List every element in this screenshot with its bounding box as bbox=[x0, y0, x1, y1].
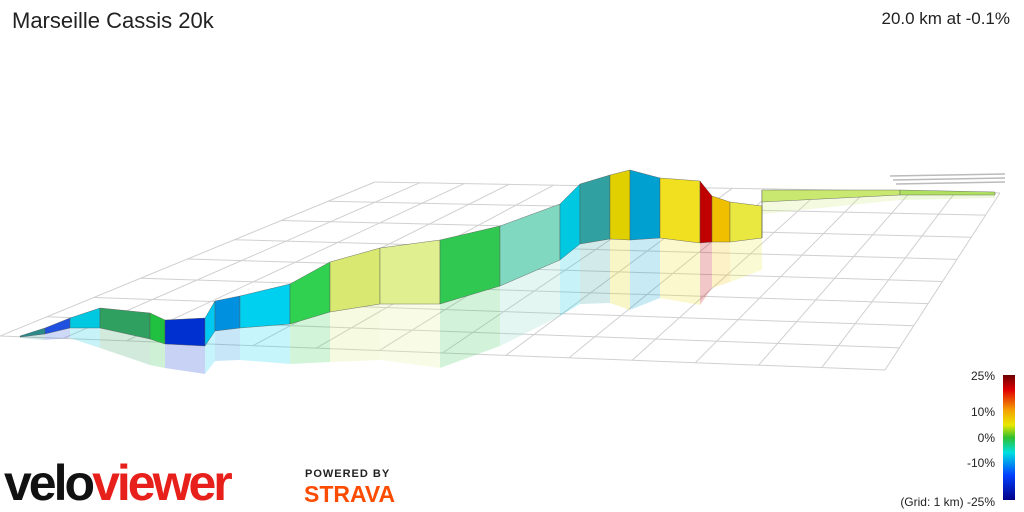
ribbon-reflection bbox=[70, 328, 100, 348]
ribbon-segment bbox=[711, 195, 731, 243]
ribbon-reflection bbox=[712, 242, 730, 288]
ribbon-reflection bbox=[290, 312, 330, 364]
logo-viewer: viewer bbox=[92, 455, 232, 511]
ribbon-reflection bbox=[240, 324, 290, 364]
ribbon-reflection bbox=[900, 195, 995, 200]
ribbon-segment bbox=[239, 283, 291, 329]
ribbon-reflection bbox=[630, 238, 660, 310]
ribbon-reflection bbox=[440, 286, 500, 368]
grid-line bbox=[821, 191, 956, 368]
ribbon-reflection bbox=[560, 244, 580, 316]
powered-by: POWERED BY bbox=[305, 468, 390, 480]
ribbon-segment bbox=[164, 317, 206, 347]
ribbon-reflection bbox=[610, 239, 630, 310]
ribbon-segment bbox=[629, 169, 661, 241]
ribbon-reflection bbox=[150, 339, 165, 368]
ribbon-reflection bbox=[580, 239, 610, 304]
ribbon-reflection bbox=[730, 238, 762, 282]
ribbon-segment bbox=[729, 201, 763, 243]
grid-line bbox=[758, 191, 912, 366]
stat: 20.0 km at -0.1% bbox=[881, 9, 1010, 28]
ribbon-reflection bbox=[660, 238, 700, 305]
strava: STRAVA bbox=[304, 481, 395, 507]
ribbon-segment bbox=[214, 295, 241, 332]
legend-label: 10% bbox=[971, 405, 995, 419]
ribbon-segment bbox=[899, 189, 996, 196]
ribbon-segment bbox=[329, 247, 381, 313]
ribbon-segment bbox=[609, 169, 631, 241]
ribbon-reflection bbox=[20, 334, 45, 340]
ribbon-segment bbox=[69, 307, 101, 329]
ribbon-reflection bbox=[380, 304, 440, 368]
ribbon-reflection bbox=[500, 260, 560, 346]
grid-line bbox=[0, 181, 376, 337]
ribbon-segment bbox=[579, 174, 611, 245]
grid-line bbox=[884, 192, 1001, 371]
legend-label: 25% bbox=[971, 369, 995, 383]
ribbon-reflection bbox=[215, 328, 240, 361]
ribbon-segment bbox=[379, 239, 441, 305]
ribbon-reflection bbox=[100, 328, 150, 365]
ribbon-reflection bbox=[205, 331, 215, 374]
logo-velo: velo bbox=[4, 455, 94, 511]
grid-line bbox=[126, 183, 465, 342]
ribbon-reflection bbox=[700, 242, 712, 305]
grid-note: (Grid: 1 km) -25% bbox=[900, 495, 995, 509]
grid-line bbox=[631, 189, 822, 361]
distant-lines bbox=[889, 173, 1006, 185]
ribbon-reflection bbox=[165, 344, 205, 374]
title: Marseille Cassis 20k bbox=[12, 8, 215, 33]
gradient-scale bbox=[1003, 375, 1015, 500]
legend: 25% 10% 0% -10% (Grid: 1 km) -25% bbox=[900, 369, 995, 509]
logo: veloviewer bbox=[4, 455, 232, 511]
ribbon-reflection bbox=[330, 304, 380, 362]
legend-label: -10% bbox=[967, 456, 995, 470]
grid-line bbox=[695, 190, 867, 364]
ribbon-segment bbox=[659, 177, 701, 244]
ribbon-reflection bbox=[762, 195, 900, 214]
ribbon-segment bbox=[699, 180, 713, 244]
legend-label: 0% bbox=[978, 431, 996, 445]
ribbon-reflection bbox=[45, 328, 70, 340]
ribbon-segment bbox=[149, 312, 166, 345]
elevation-ribbon bbox=[19, 169, 996, 374]
